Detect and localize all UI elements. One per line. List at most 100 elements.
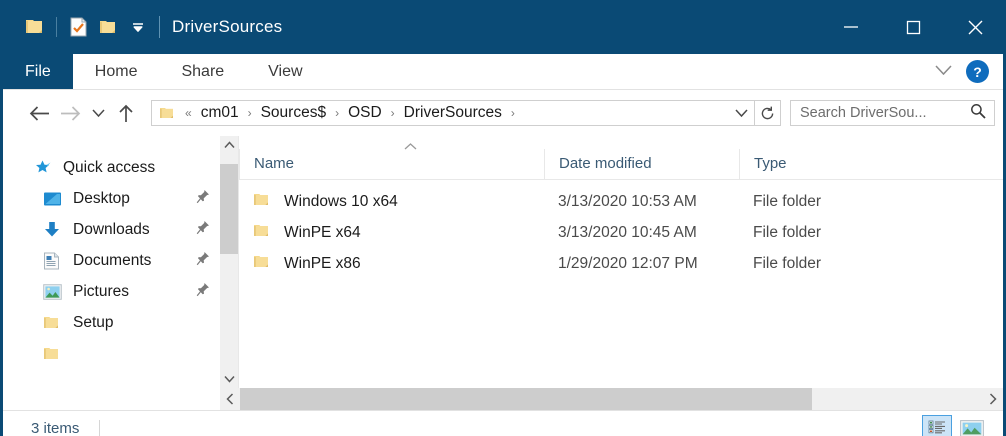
- ribbon-tabs: File Home Share View ?: [3, 54, 1003, 90]
- type-cell: File folder: [753, 192, 822, 210]
- table-row[interactable]: WinPE x64 3/13/2020 10:45 AM File folder: [239, 217, 1003, 248]
- previous-locations-chevron-icon[interactable]: [728, 101, 754, 125]
- pin-icon[interactable]: [196, 220, 210, 240]
- tab-home[interactable]: Home: [94, 62, 138, 80]
- refresh-icon[interactable]: [754, 101, 780, 125]
- sidebar-item-documents[interactable]: Documents: [3, 245, 220, 276]
- sidebar-item-label: Pictures: [73, 282, 129, 300]
- minimize-button[interactable]: [820, 0, 882, 54]
- sidebar-item-desktop[interactable]: Desktop: [3, 183, 220, 214]
- view-buttons: [922, 415, 1003, 436]
- scroll-up-button[interactable]: [220, 136, 238, 154]
- date-modified-cell: 1/29/2020 12:07 PM: [558, 254, 698, 272]
- sidebar-item-pictures[interactable]: Pictures: [3, 276, 220, 307]
- breadcrumb-overflow[interactable]: «: [185, 106, 192, 120]
- maximize-button[interactable]: [882, 0, 944, 54]
- back-button[interactable]: [25, 98, 55, 128]
- customize-qat-chevron-icon[interactable]: [123, 12, 153, 42]
- breadcrumb-separator-icon[interactable]: ›: [510, 106, 515, 120]
- horizontal-scrollbar-track[interactable]: [240, 388, 983, 410]
- sidebar-item-label: Quick access: [63, 158, 156, 176]
- forward-button[interactable]: [55, 98, 85, 128]
- quick-access-toolbar: DriverSources: [0, 12, 282, 42]
- main-area: Quick access Desktop Downloads: [3, 136, 1003, 388]
- breadcrumb[interactable]: « cm01 › Sources$ › OSD › DriverSources …: [151, 100, 781, 126]
- large-icons-view-button[interactable]: [957, 415, 987, 436]
- help-button[interactable]: ?: [966, 60, 989, 83]
- file-name-cell[interactable]: WinPE x64: [239, 223, 544, 243]
- date-modified-cell: 3/13/2020 10:45 AM: [558, 223, 697, 241]
- folder-icon: [43, 346, 69, 361]
- scroll-left-button[interactable]: [220, 388, 240, 410]
- minimize-ribbon-chevron-icon[interactable]: [935, 63, 952, 81]
- tab-share[interactable]: Share: [181, 62, 225, 80]
- scrollbar-track[interactable]: [220, 154, 238, 370]
- downloads-icon: [43, 221, 69, 238]
- sidebar-item-downloads[interactable]: Downloads: [3, 214, 220, 245]
- file-name-label: Windows 10 x64: [284, 192, 398, 210]
- sidebar-item-label: Setup: [73, 313, 114, 331]
- close-button[interactable]: [944, 0, 1006, 54]
- search-box[interactable]: Search DriverSou...: [790, 100, 995, 126]
- file-list-pane: Name Date modified Type Windows 10 x64 3…: [238, 136, 1003, 388]
- folder-icon: [43, 315, 69, 330]
- file-name-cell[interactable]: Windows 10 x64: [239, 192, 544, 212]
- table-row[interactable]: WinPE x86 1/29/2020 12:07 PM File folder: [239, 248, 1003, 279]
- scroll-down-button[interactable]: [220, 370, 238, 388]
- window-controls: [820, 0, 1006, 54]
- tab-view[interactable]: View: [268, 62, 303, 80]
- scroll-right-button[interactable]: [983, 388, 1003, 410]
- sidebar-item-partial[interactable]: [3, 338, 220, 369]
- search-icon[interactable]: [970, 103, 986, 124]
- breadcrumb-right-controls: [728, 101, 780, 125]
- window-title: DriverSources: [172, 17, 283, 36]
- search-input[interactable]: Search DriverSou...: [800, 105, 927, 121]
- tab-file[interactable]: File: [3, 54, 73, 89]
- item-count-label: 3 items: [31, 419, 80, 436]
- sidebar-item-setup[interactable]: Setup: [3, 307, 220, 338]
- date-modified-cell: 3/13/2020 10:53 AM: [558, 192, 697, 210]
- horizontal-scrollbar[interactable]: [220, 388, 1003, 410]
- documents-icon: [43, 252, 69, 270]
- column-header-name[interactable]: Name: [239, 149, 544, 179]
- type-cell: File folder: [753, 223, 822, 241]
- column-headers: Name Date modified Type: [239, 136, 1003, 180]
- breadcrumb-item-sources[interactable]: Sources$: [260, 104, 327, 121]
- breadcrumb-item-driversources[interactable]: DriverSources: [403, 104, 502, 121]
- horizontal-scrollbar-thumb[interactable]: [240, 388, 813, 410]
- file-name-cell[interactable]: WinPE x86: [239, 254, 544, 274]
- file-rows: Windows 10 x64 3/13/2020 10:53 AM File f…: [239, 180, 1003, 388]
- recent-locations-chevron-icon[interactable]: [85, 98, 111, 128]
- pictures-icon: [43, 283, 69, 300]
- table-row[interactable]: Windows 10 x64 3/13/2020 10:53 AM File f…: [239, 186, 1003, 217]
- properties-icon[interactable]: [63, 12, 93, 42]
- breadcrumb-separator-icon[interactable]: ›: [335, 106, 340, 120]
- sidebar-item-quick-access[interactable]: Quick access: [3, 152, 220, 183]
- breadcrumb-separator-icon[interactable]: ›: [247, 106, 252, 120]
- sidebar-item-label: Documents: [73, 251, 152, 269]
- title-bar: DriverSources: [0, 0, 1006, 54]
- address-bar: « cm01 › Sources$ › OSD › DriverSources …: [3, 90, 1003, 136]
- scrollbar-thumb[interactable]: [220, 164, 238, 254]
- column-header-type[interactable]: Type: [739, 149, 939, 179]
- folder-icon: [253, 223, 270, 243]
- navigation-scrollbar[interactable]: [220, 136, 238, 388]
- breadcrumb-item-osd[interactable]: OSD: [348, 104, 382, 121]
- up-button[interactable]: [111, 98, 141, 128]
- sidebar-item-label: Downloads: [73, 220, 150, 238]
- sort-ascending-icon: [404, 138, 417, 153]
- folder-icon[interactable]: [20, 12, 50, 42]
- pin-icon[interactable]: [196, 189, 210, 209]
- star-icon: [33, 159, 59, 177]
- details-view-button[interactable]: [922, 415, 952, 436]
- qat-separator: [56, 17, 57, 37]
- column-header-date-modified[interactable]: Date modified: [544, 149, 739, 179]
- breadcrumb-item-cm01[interactable]: cm01: [200, 104, 239, 121]
- new-folder-icon[interactable]: [93, 12, 123, 42]
- pin-icon[interactable]: [196, 251, 210, 271]
- breadcrumb-folder-icon: [152, 106, 180, 120]
- pin-icon[interactable]: [196, 282, 210, 302]
- folder-icon: [253, 192, 270, 212]
- breadcrumb-separator-icon[interactable]: ›: [390, 106, 395, 120]
